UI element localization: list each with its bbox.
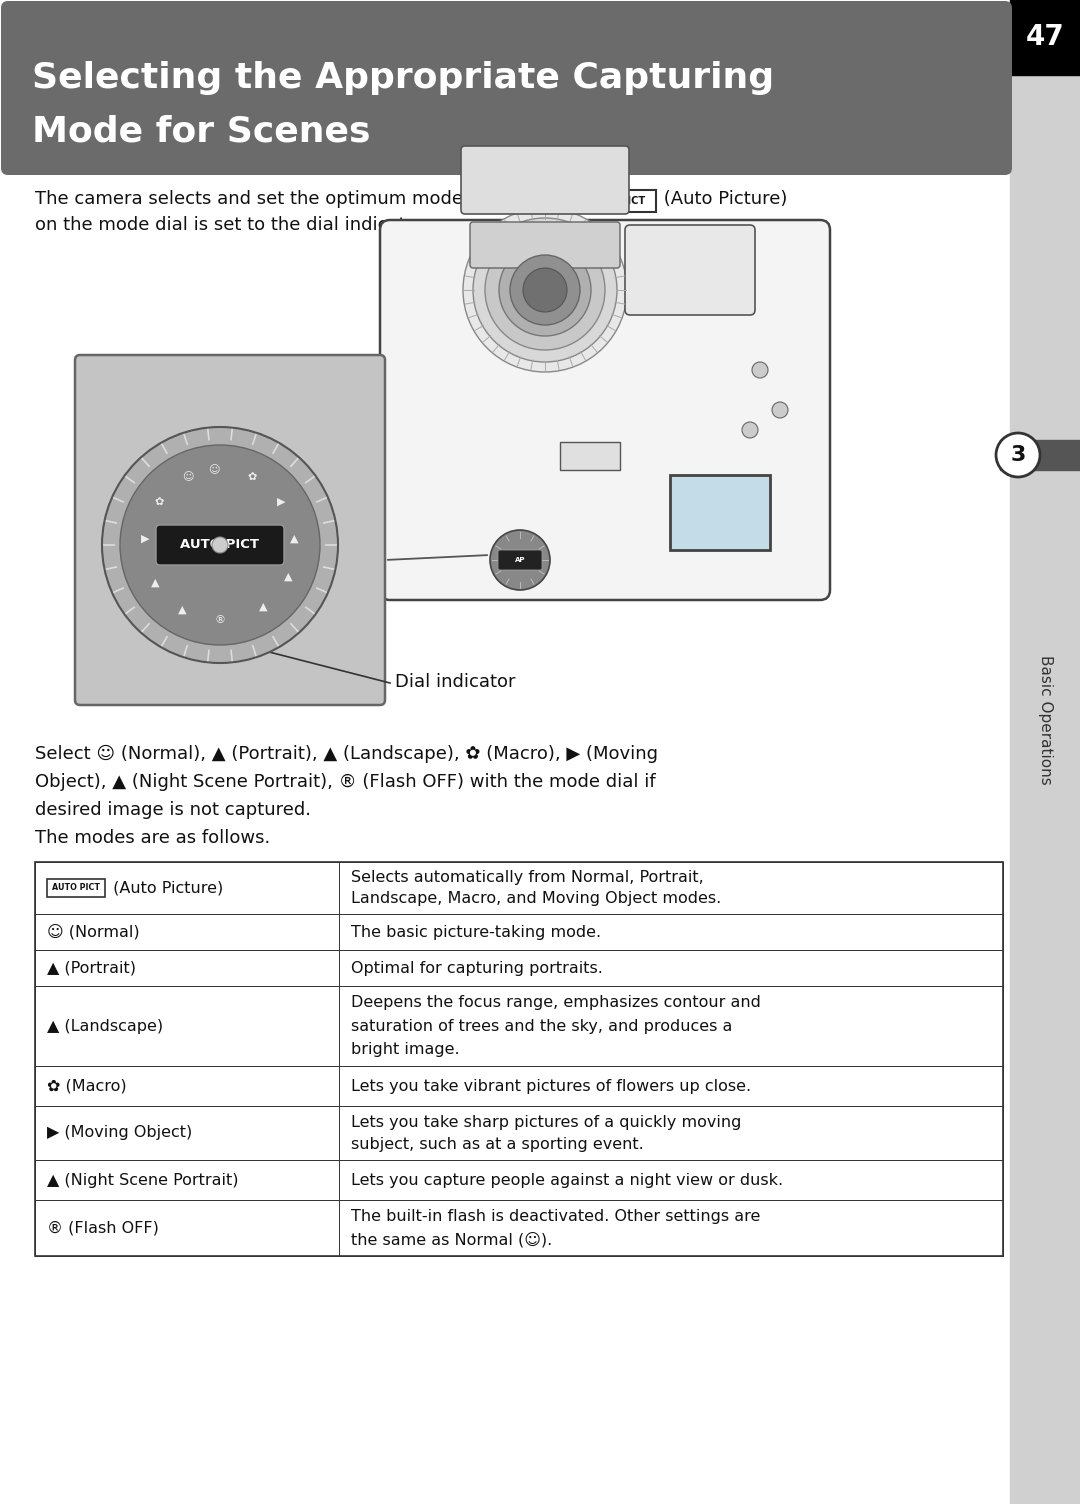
Text: The camera selects and set the optimum mode when: The camera selects and set the optimum m…: [35, 190, 517, 208]
Text: Lets you take vibrant pictures of flowers up close.: Lets you take vibrant pictures of flower…: [351, 1078, 751, 1093]
Text: The modes are as follows.: The modes are as follows.: [35, 829, 270, 847]
Text: (Auto Picture): (Auto Picture): [108, 880, 224, 895]
Text: Selects automatically from Normal, Portrait,: Selects automatically from Normal, Portr…: [351, 869, 704, 884]
Bar: [35, 987, 1003, 1066]
Circle shape: [102, 427, 338, 663]
Text: Lets you capture people against a night view or dusk.: Lets you capture people against a night …: [351, 1173, 783, 1188]
Circle shape: [212, 537, 228, 553]
Circle shape: [752, 362, 768, 378]
Bar: [1010, 0, 1080, 1504]
Text: ▲: ▲: [151, 578, 159, 588]
Bar: [1000, 441, 1080, 469]
Bar: [35, 914, 1003, 951]
Text: Lets you take sharp pictures of a quickly moving: Lets you take sharp pictures of a quickl…: [351, 1114, 741, 1130]
Text: The basic picture-taking mode.: The basic picture-taking mode.: [351, 925, 602, 940]
FancyBboxPatch shape: [498, 550, 542, 570]
Bar: [35, 862, 1003, 1256]
Text: on the mode dial is set to the dial indicator.: on the mode dial is set to the dial indi…: [35, 217, 429, 235]
Circle shape: [499, 244, 591, 335]
Text: ▲ (Portrait): ▲ (Portrait): [48, 961, 136, 976]
Text: ▶: ▶: [141, 534, 149, 543]
Text: ✿ (Macro): ✿ (Macro): [48, 1078, 126, 1093]
FancyBboxPatch shape: [461, 146, 629, 214]
Circle shape: [490, 529, 550, 590]
Text: Mode for Scenes: Mode for Scenes: [32, 114, 370, 149]
Text: ☺: ☺: [207, 465, 219, 475]
Text: AUTO PICT: AUTO PICT: [586, 196, 645, 206]
Text: subject, such as at a sporting event.: subject, such as at a sporting event.: [351, 1137, 644, 1152]
Text: ▶ (Moving Object): ▶ (Moving Object): [48, 1125, 192, 1140]
Bar: [35, 1066, 1003, 1105]
Text: The built-in flash is deactivated. Other settings are: The built-in flash is deactivated. Other…: [351, 1209, 760, 1224]
Text: Object), ▲ (Night Scene Portrait), ® (Flash OFF) with the mode dial if: Object), ▲ (Night Scene Portrait), ® (Fl…: [35, 773, 656, 791]
FancyBboxPatch shape: [380, 220, 831, 600]
FancyBboxPatch shape: [285, 365, 375, 695]
Text: Deepens the focus range, emphasizes contour and: Deepens the focus range, emphasizes cont…: [351, 996, 761, 1011]
Circle shape: [463, 208, 627, 371]
Bar: [576, 190, 656, 212]
Text: AUTO PICT: AUTO PICT: [52, 883, 100, 892]
Bar: [670, 475, 770, 550]
Text: Basic Operations: Basic Operations: [1038, 656, 1053, 785]
Text: the same as Normal (☺).: the same as Normal (☺).: [351, 1232, 552, 1247]
FancyBboxPatch shape: [75, 355, 384, 705]
Text: ▲: ▲: [178, 605, 187, 615]
Text: (Auto Picture): (Auto Picture): [658, 190, 787, 208]
Bar: [35, 1105, 1003, 1160]
Text: ▲: ▲: [291, 534, 299, 543]
Text: ☺ (Normal): ☺ (Normal): [48, 925, 139, 940]
Circle shape: [473, 218, 617, 362]
Bar: [35, 1160, 1003, 1200]
Bar: [35, 1200, 1003, 1256]
Circle shape: [510, 256, 580, 325]
FancyBboxPatch shape: [625, 226, 755, 314]
Bar: [35, 862, 1003, 914]
Text: Select ☺ (Normal), ▲ (Portrait), ▲ (Landscape), ✿ (Macro), ▶ (Moving: Select ☺ (Normal), ▲ (Portrait), ▲ (Land…: [35, 744, 658, 763]
Text: Optimal for capturing portraits.: Optimal for capturing portraits.: [351, 961, 603, 976]
Text: desired image is not captured.: desired image is not captured.: [35, 802, 311, 820]
Text: ☺: ☺: [183, 472, 194, 481]
Bar: [561, 442, 620, 469]
Circle shape: [742, 423, 758, 438]
Bar: [1010, 0, 1080, 75]
Text: 47: 47: [1026, 23, 1065, 51]
FancyBboxPatch shape: [156, 525, 284, 566]
Text: 3: 3: [1010, 445, 1026, 465]
Text: ® (Flash OFF): ® (Flash OFF): [48, 1221, 159, 1235]
Text: AP: AP: [515, 556, 525, 562]
Circle shape: [485, 230, 605, 350]
Circle shape: [523, 268, 567, 311]
Text: ▲: ▲: [284, 572, 293, 582]
Text: saturation of trees and the sky, and produces a: saturation of trees and the sky, and pro…: [351, 1018, 732, 1033]
Text: Landscape, Macro, and Moving Object modes.: Landscape, Macro, and Moving Object mode…: [351, 890, 721, 905]
Circle shape: [120, 445, 320, 645]
Bar: [48, 878, 105, 896]
Bar: [35, 951, 1003, 987]
Text: ®: ®: [215, 615, 226, 626]
Text: ✿: ✿: [247, 472, 256, 481]
Text: ▲ (Night Scene Portrait): ▲ (Night Scene Portrait): [48, 1173, 239, 1188]
Text: ▲: ▲: [259, 602, 267, 612]
FancyBboxPatch shape: [470, 223, 620, 268]
Text: Selecting the Appropriate Capturing: Selecting the Appropriate Capturing: [32, 62, 774, 95]
Text: ▶: ▶: [278, 496, 286, 507]
FancyBboxPatch shape: [1, 2, 1012, 174]
Text: bright image.: bright image.: [351, 1042, 460, 1057]
Text: Dial indicator: Dial indicator: [395, 672, 515, 690]
Text: ▲ (Landscape): ▲ (Landscape): [48, 1018, 163, 1033]
Circle shape: [772, 402, 788, 418]
Circle shape: [996, 433, 1040, 477]
Text: AUTO PICT: AUTO PICT: [180, 538, 259, 552]
Text: ✿: ✿: [153, 496, 163, 507]
